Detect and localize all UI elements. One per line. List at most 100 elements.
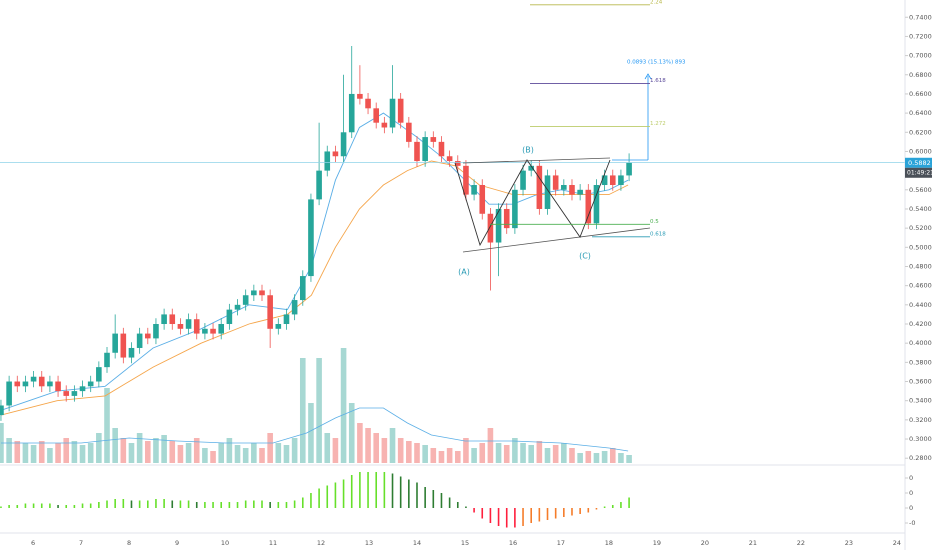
- candle-body: [6, 381, 12, 406]
- volume-bar: [340, 348, 347, 463]
- y-tick-label: 0.6200: [909, 128, 932, 136]
- volume-bar: [422, 445, 428, 463]
- y-tick-label: 0.4200: [909, 320, 932, 328]
- y-tick-label: 0.4600: [909, 282, 932, 290]
- volume-bar: [193, 438, 200, 463]
- candle-body: [503, 208, 510, 229]
- candle-body: [202, 328, 208, 334]
- oscillator-bar: [171, 500, 174, 508]
- oscillator-bar: [416, 482, 418, 508]
- oscillator-bar: [481, 508, 484, 519]
- oscillator-bar: [146, 500, 149, 508]
- candle-body: [381, 122, 388, 128]
- price-pane: [0, 46, 632, 421]
- volume-bar: [601, 451, 608, 463]
- volume-bar: [47, 448, 53, 463]
- x-tick-label: 11: [269, 539, 277, 547]
- candle-body: [38, 376, 45, 387]
- y-tick-label: 0.7000: [909, 52, 932, 60]
- candle-body: [87, 381, 94, 387]
- oscillator-bar: [261, 500, 263, 508]
- volume-bar: [609, 448, 616, 463]
- candle-body: [71, 391, 78, 396]
- fib-label: 2.24: [650, 0, 663, 5]
- volume-bar: [226, 438, 233, 463]
- x-tick-label: 14: [413, 539, 421, 547]
- candle-body: [242, 295, 249, 305]
- moving-average: [0, 112, 629, 411]
- oscillator-bar: [587, 508, 590, 513]
- oscillator-bar: [473, 508, 475, 513]
- volume-bar: [210, 451, 216, 463]
- volume-bar: [528, 445, 534, 463]
- candle-body: [291, 300, 298, 315]
- wave-label: (A): [458, 268, 470, 277]
- fib-label: 1.618: [650, 78, 666, 84]
- oscillator-bar: [8, 505, 10, 508]
- oscillator-bar: [383, 472, 386, 508]
- volume-bar: [381, 438, 388, 463]
- x-tick-label: 24: [893, 539, 901, 547]
- candle-body: [267, 295, 273, 329]
- fib-label: 1.272: [650, 121, 666, 127]
- oscillator-bar: [98, 502, 100, 508]
- volume-bar: [218, 443, 225, 463]
- oscillator-bar: [440, 493, 443, 508]
- volume-bar: [577, 453, 583, 463]
- candle-body: [308, 199, 314, 277]
- oscillator-bar: [212, 502, 214, 508]
- x-tick-label: 23: [845, 539, 853, 547]
- candle-body: [0, 405, 4, 416]
- oscillator-bar: [399, 476, 402, 508]
- candle-body: [479, 185, 486, 214]
- y-tick-label: 0.7400: [909, 13, 932, 21]
- oscillator-bar: [0, 506, 2, 508]
- volume-bar: [389, 428, 396, 463]
- volume-bar: [348, 403, 355, 463]
- candle-body: [626, 162, 632, 176]
- candle-body: [520, 170, 526, 190]
- oscillator-bar: [138, 500, 141, 508]
- osc-tick-label: -0: [909, 519, 915, 527]
- candle-body: [14, 381, 21, 387]
- volume-bar: [71, 441, 78, 463]
- candle-body: [487, 213, 494, 243]
- oscillator-bar: [49, 503, 51, 508]
- oscillator-bar: [310, 493, 312, 508]
- volume-bar: [618, 453, 624, 463]
- candle-body: [552, 175, 559, 190]
- oscillator-bar: [563, 508, 565, 517]
- candle-body: [63, 391, 70, 396]
- wave-label: (B): [522, 146, 534, 155]
- oscillator-bar: [391, 473, 394, 508]
- oscillator-bar: [595, 508, 598, 510]
- y-tick-label: 0.4000: [909, 339, 932, 347]
- candle-body: [153, 324, 159, 339]
- measure-label: 0.0893 (15.13%) 893: [627, 60, 686, 66]
- oscillator-bar: [73, 505, 76, 508]
- price-tag-label: 0.5882: [908, 159, 931, 167]
- osc-tick-label: 0: [909, 474, 913, 482]
- volume-bar: [251, 443, 257, 463]
- volume-bar: [479, 443, 486, 463]
- volume-bar: [177, 445, 184, 463]
- candle-body: [438, 141, 445, 157]
- candle-body: [495, 208, 502, 243]
- volume-bar: [561, 443, 567, 463]
- wave-label: (C): [579, 252, 591, 261]
- oscillator-bar: [65, 505, 68, 508]
- y-tick-label: 0.4400: [909, 301, 932, 309]
- candle-body: [577, 189, 583, 195]
- y-tick-label: 0.2800: [909, 454, 932, 462]
- candle-body: [30, 376, 37, 382]
- oscillator-bar: [269, 502, 271, 508]
- x-tick-label: 22: [797, 539, 805, 547]
- oscillator-bar: [448, 497, 451, 508]
- candle-body: [22, 381, 29, 387]
- x-tick-label: 20: [701, 539, 709, 547]
- candle-body: [299, 276, 306, 301]
- volume-bar: [38, 441, 45, 463]
- volume-bar: [463, 438, 469, 463]
- oscillator-bar: [456, 502, 459, 508]
